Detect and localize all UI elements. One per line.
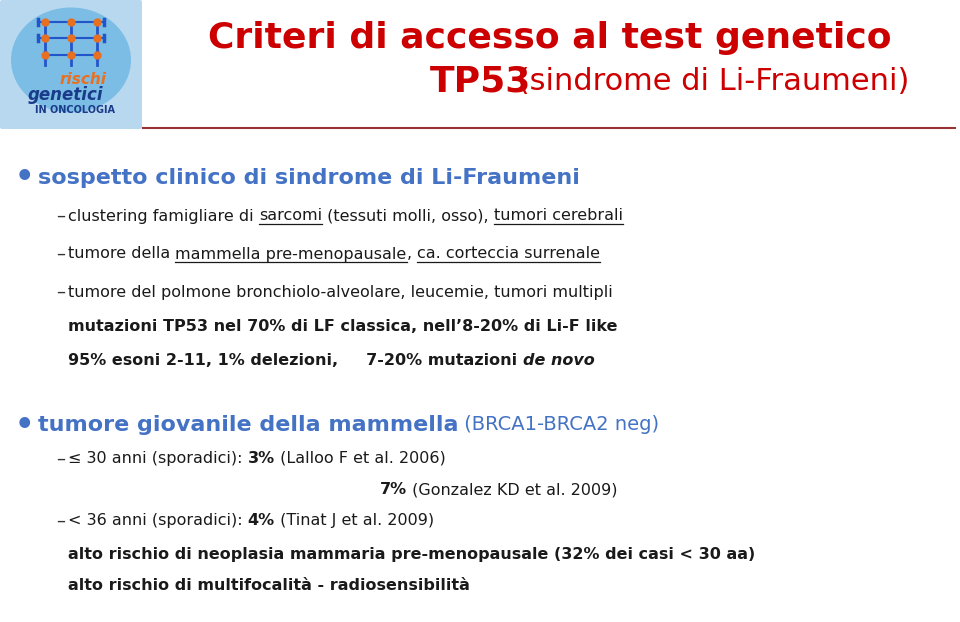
Text: sospetto clinico di sindrome di Li-Fraumeni: sospetto clinico di sindrome di Li-Fraum… [38,168,580,188]
Text: mammella pre-menopausale: mammella pre-menopausale [176,246,407,261]
Text: IN ONCOLOGIA: IN ONCOLOGIA [35,105,115,115]
Text: –: – [56,207,65,225]
Text: (Gonzalez KD et al. 2009): (Gonzalez KD et al. 2009) [407,482,617,497]
Text: ca. corteccia surrenale: ca. corteccia surrenale [417,246,600,261]
Text: 7-20% mutazioni: 7-20% mutazioni [338,353,523,368]
Text: rischi: rischi [60,73,107,88]
Text: •: • [15,164,35,192]
Text: •: • [15,411,35,440]
Text: 4%: 4% [248,513,275,528]
Text: sarcomi: sarcomi [259,208,322,223]
Text: –: – [56,450,65,468]
Text: Criteri di accesso al test genetico: Criteri di accesso al test genetico [208,21,892,55]
Text: genetici: genetici [28,86,104,104]
Text: (sindrome di Li-Fraumeni): (sindrome di Li-Fraumeni) [508,68,909,96]
Text: 3%: 3% [248,451,275,466]
Text: 7%: 7% [380,482,407,497]
Text: –: – [56,512,65,530]
Ellipse shape [11,7,131,113]
Text: (Lalloo F et al. 2006): (Lalloo F et al. 2006) [275,451,445,466]
Text: tumori cerebrali: tumori cerebrali [493,208,623,223]
Text: (BRCA1-BRCA2 neg): (BRCA1-BRCA2 neg) [459,415,660,435]
Text: alto rischio di multifocalità - radiosensibilità: alto rischio di multifocalità - radiosen… [68,578,469,593]
Text: clustering famigliare di: clustering famigliare di [68,208,259,223]
Text: ≤ 30 anni (sporadici):: ≤ 30 anni (sporadici): [68,451,248,466]
FancyBboxPatch shape [0,0,142,129]
Text: < 36 anni (sporadici):: < 36 anni (sporadici): [68,513,248,528]
Text: TP53: TP53 [430,65,532,99]
Text: tumore giovanile della mammella: tumore giovanile della mammella [38,415,459,435]
Text: mutazioni TP53 nel 70% di LF classica, nell’8-20% di Li-F like: mutazioni TP53 nel 70% di LF classica, n… [68,320,617,335]
Text: tumore del polmone bronchiolo-alveolare, leucemie, tumori multipli: tumore del polmone bronchiolo-alveolare,… [68,284,612,300]
Text: (tessuti molli, osso),: (tessuti molli, osso), [322,208,493,223]
Text: de novo: de novo [523,353,594,368]
Text: –: – [56,245,65,263]
Text: ,: , [407,246,417,261]
Text: 95% esoni 2-11, 1% delezioni,: 95% esoni 2-11, 1% delezioni, [68,353,338,368]
Text: alto rischio di neoplasia mammaria pre-menopausale (32% dei casi < 30 aa): alto rischio di neoplasia mammaria pre-m… [68,547,756,562]
Text: tumore della: tumore della [68,246,176,261]
Text: (Tinat J et al. 2009): (Tinat J et al. 2009) [275,513,434,528]
Text: –: – [56,283,65,301]
